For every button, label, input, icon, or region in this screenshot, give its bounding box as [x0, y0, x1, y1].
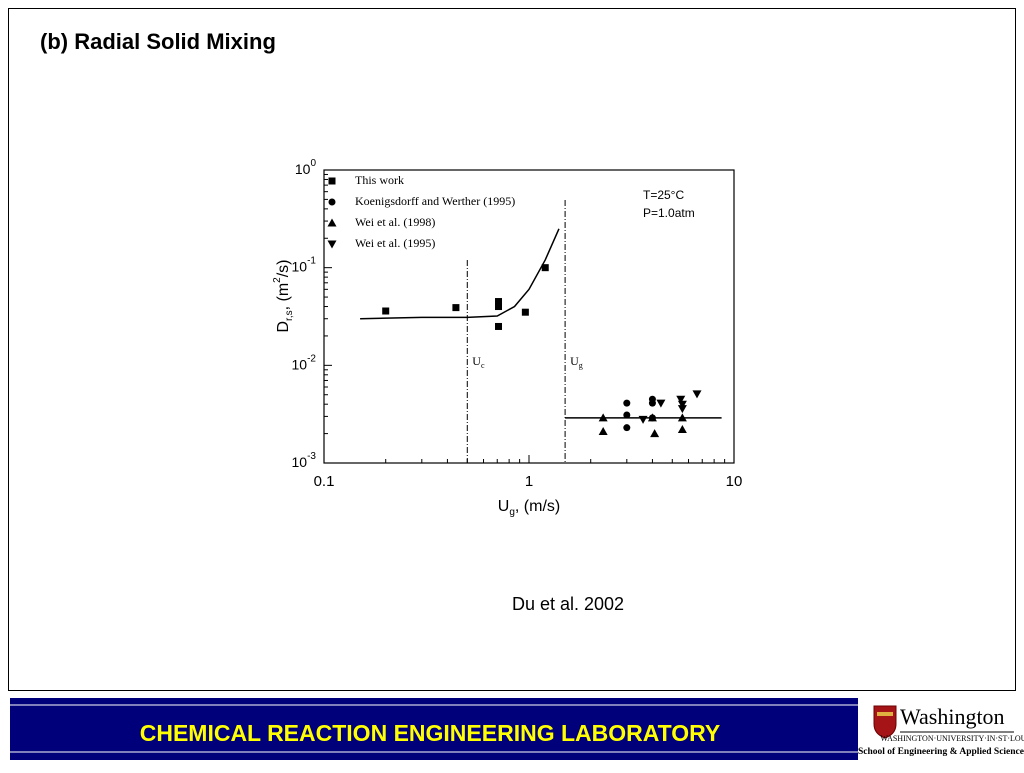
y-tick-base: 10	[292, 258, 308, 274]
data-point	[623, 424, 631, 432]
legend-marker	[327, 218, 337, 227]
x-label-rest: , (m/s)	[515, 498, 560, 515]
legend-label: Koenigsdorff and Werther (1995)	[355, 194, 515, 208]
logo-name: Washington	[900, 704, 1005, 729]
regime-label-sub: c	[481, 361, 485, 370]
data-point	[495, 298, 503, 306]
data-point	[677, 400, 687, 409]
data-point	[521, 308, 529, 316]
x-tick-label: 1	[525, 473, 533, 490]
regime-label-main: U	[570, 354, 579, 368]
fit-line	[360, 228, 560, 320]
y-label-end: /s)	[275, 259, 292, 277]
data-point	[541, 264, 549, 272]
logo-school: School of Engineering & Applied Science	[858, 747, 1024, 757]
logo-shield-band	[877, 712, 893, 716]
legend-marker	[328, 177, 336, 185]
data-point	[677, 425, 687, 434]
footer-bar	[10, 698, 858, 760]
caption: Du et al. 2002	[512, 594, 624, 614]
data-point	[382, 307, 390, 315]
legend-label: This work	[355, 173, 404, 187]
x-tick-label: 10	[726, 473, 743, 490]
legend-label: Wei et al. (1995)	[355, 236, 435, 250]
x-label-sub: g	[509, 507, 515, 518]
y-label-sub: r,s	[284, 310, 295, 321]
data-point	[676, 395, 686, 404]
annotation: P=1.0atm	[643, 206, 695, 220]
data-point	[495, 303, 503, 311]
logo-university: WASHINGTON·UNIVERSITY·IN·ST·LOUIS	[880, 734, 1024, 743]
regime-label: Uc	[472, 354, 485, 370]
data-point	[623, 399, 631, 407]
data-point	[656, 399, 666, 408]
y-tick-exp: -1	[307, 255, 316, 266]
slide-border	[8, 8, 1016, 691]
y-label-rest: , (m	[275, 283, 292, 311]
data-point	[598, 427, 608, 436]
legend-label: Wei et al. (1998)	[355, 215, 435, 229]
y-tick-base: 10	[292, 356, 308, 372]
data-point	[638, 415, 648, 424]
data-point	[648, 399, 656, 407]
y-label-main: D	[275, 321, 292, 333]
x-label-main: U	[498, 498, 510, 515]
y-tick-exp: 0	[310, 158, 316, 169]
regime-label-sub: g	[579, 361, 583, 370]
y-tick-exp: -3	[307, 451, 316, 462]
y-tick-label: 10-3	[292, 451, 317, 470]
y-axis-label: Dr,s, (m2/s)	[272, 259, 295, 332]
legend-marker	[328, 198, 336, 206]
regime-label: Ug	[570, 354, 583, 370]
data-point	[692, 390, 702, 399]
x-tick-label: 0.1	[314, 473, 335, 490]
y-label-sup: 2	[272, 277, 283, 283]
slide-title: (b) Radial Solid Mixing	[40, 29, 276, 54]
data-point	[495, 322, 503, 330]
data-point	[623, 411, 631, 419]
data-point	[677, 405, 687, 414]
y-tick-base: 10	[292, 454, 308, 470]
x-axis-label: Ug, (m/s)	[498, 498, 560, 517]
y-tick-base: 10	[295, 161, 311, 177]
footer-lab: CHEMICAL REACTION ENGINEERING LABORATORY	[140, 720, 721, 746]
y-tick-label: 10-2	[292, 353, 317, 372]
legend-marker	[327, 240, 337, 249]
data-point	[650, 429, 660, 438]
y-tick-label: 100	[295, 158, 317, 177]
regime-label-main: U	[472, 354, 481, 368]
annotation: T=25°C	[643, 188, 684, 202]
y-tick-label: 10-1	[292, 255, 317, 274]
logo: Washington WASHINGTON·UNIVERSITY·IN·ST·L…	[858, 704, 1024, 757]
y-tick-exp: -2	[307, 353, 316, 364]
data-point	[452, 304, 460, 312]
